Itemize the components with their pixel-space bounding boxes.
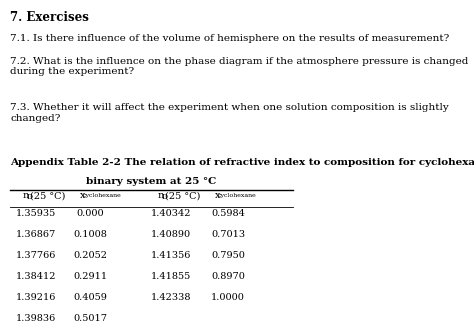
Text: 1.40890: 1.40890	[151, 230, 191, 239]
Text: 0.1008: 0.1008	[73, 230, 107, 239]
Text: 1.39836: 1.39836	[16, 314, 56, 323]
Text: 0.7950: 0.7950	[211, 251, 245, 260]
Text: 1.35935: 1.35935	[16, 209, 56, 218]
Text: Appendix Table 2-2 The relation of refractive index to composition for cyclohexa: Appendix Table 2-2 The relation of refra…	[10, 157, 474, 167]
Text: 7.1. Is there influence of the volume of hemisphere on the results of measuremen: 7.1. Is there influence of the volume of…	[10, 34, 450, 43]
Text: 1.0000: 1.0000	[211, 293, 245, 302]
Text: 1.39216: 1.39216	[16, 293, 56, 302]
Text: (25 °C): (25 °C)	[30, 191, 65, 200]
Text: cyclohexane: cyclohexane	[218, 193, 256, 198]
Text: 1.37766: 1.37766	[16, 251, 56, 260]
Text: 0.4059: 0.4059	[73, 293, 107, 302]
Text: (25 °C): (25 °C)	[165, 191, 200, 200]
Text: 1.41356: 1.41356	[151, 251, 191, 260]
Text: 0.8970: 0.8970	[211, 272, 245, 281]
Text: 1.38412: 1.38412	[16, 272, 56, 281]
Text: 0.000: 0.000	[76, 209, 104, 218]
Text: binary system at 25 °C: binary system at 25 °C	[86, 177, 217, 186]
Text: 7. Exercises: 7. Exercises	[10, 11, 89, 24]
Text: 7.2. What is the influence on the phase diagram if the atmosphere pressure is ch: 7.2. What is the influence on the phase …	[10, 57, 469, 76]
Text: 0.2052: 0.2052	[73, 251, 107, 260]
Text: 1.42338: 1.42338	[151, 293, 191, 302]
Text: 1.41855: 1.41855	[151, 272, 191, 281]
Text: D: D	[162, 193, 168, 201]
Text: cyclohexane: cyclohexane	[82, 193, 121, 198]
Text: 7.3. Whether it will affect the experiment when one solution composition is slig: 7.3. Whether it will affect the experime…	[10, 103, 449, 123]
Text: 0.5984: 0.5984	[211, 209, 245, 218]
Text: 1.36867: 1.36867	[16, 230, 56, 239]
Text: D: D	[27, 193, 32, 201]
Text: 0.7013: 0.7013	[211, 230, 245, 239]
Text: 1.40342: 1.40342	[151, 209, 191, 218]
Text: 0.5017: 0.5017	[73, 314, 107, 323]
Text: x: x	[80, 191, 85, 200]
Text: n: n	[22, 191, 28, 200]
Text: x: x	[215, 191, 220, 200]
Text: n: n	[158, 191, 164, 200]
Text: 0.2911: 0.2911	[73, 272, 107, 281]
